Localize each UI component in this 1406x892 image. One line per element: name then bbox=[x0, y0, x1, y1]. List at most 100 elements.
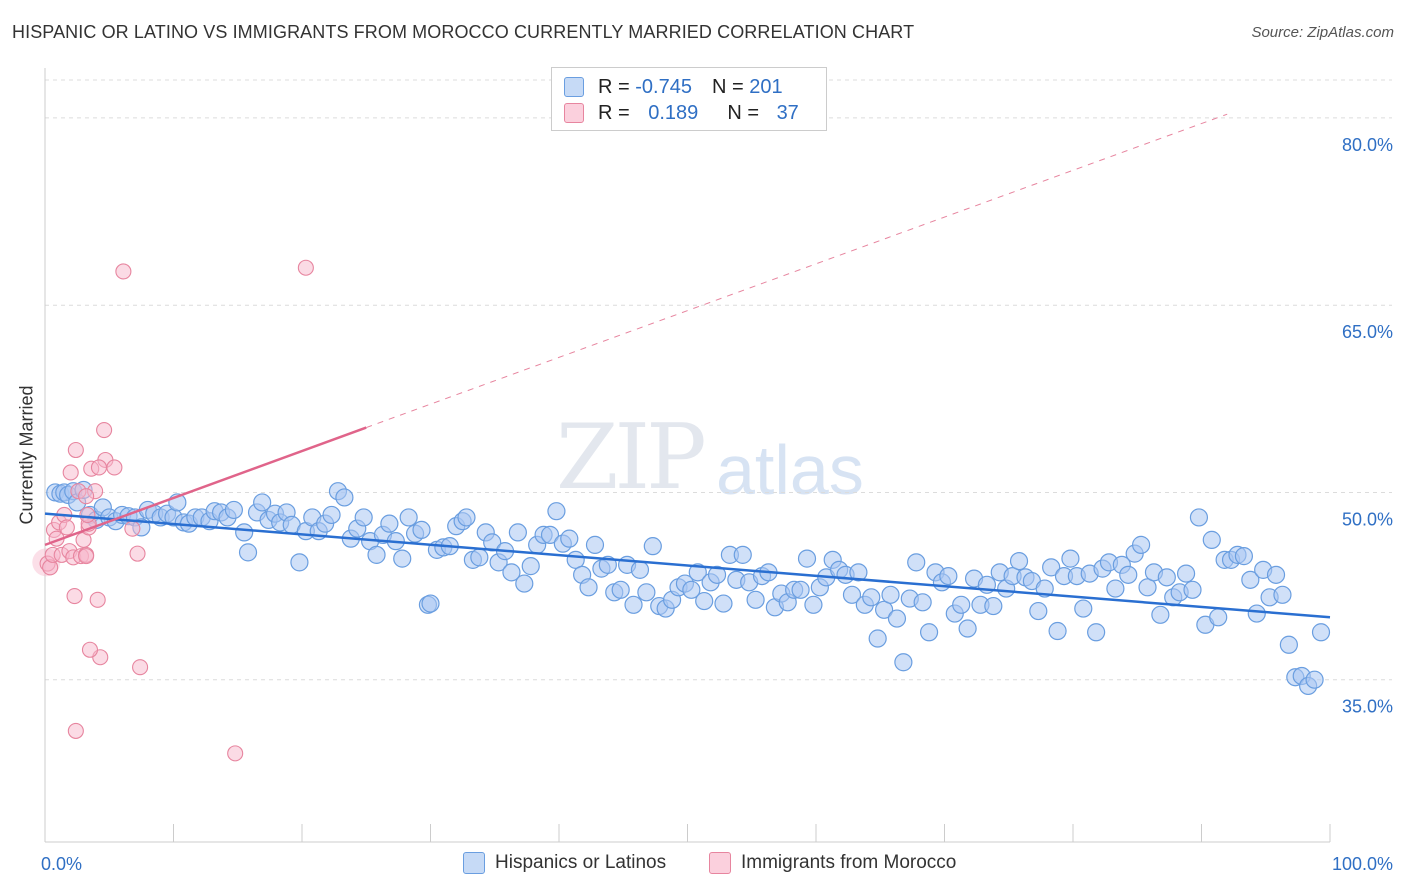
y-tick-label: 80.0% bbox=[1342, 135, 1393, 155]
data-point-hispanics bbox=[1311, 623, 1331, 642]
legend-swatch-pink bbox=[709, 852, 731, 874]
data-point-morocco bbox=[96, 421, 113, 439]
data-point-hispanics bbox=[733, 545, 752, 564]
data-point-hispanics bbox=[1183, 580, 1202, 599]
data-point-hispanics bbox=[585, 535, 605, 554]
data-point-hispanics bbox=[354, 508, 373, 527]
data-point-hispanics bbox=[868, 629, 887, 648]
data-point-hispanics bbox=[1202, 530, 1221, 549]
data-point-hispanics bbox=[1029, 601, 1048, 621]
legend-swatch-blue bbox=[564, 77, 584, 97]
data-point-hispanics bbox=[714, 594, 733, 613]
data-point-hispanics bbox=[547, 502, 566, 521]
data-point-hispanics bbox=[797, 549, 817, 568]
data-point-hispanics bbox=[875, 600, 894, 619]
data-point-morocco bbox=[90, 459, 108, 476]
data-point-morocco bbox=[78, 488, 95, 505]
data-point-hispanics bbox=[457, 508, 476, 527]
legend-n-label: N = bbox=[727, 101, 765, 124]
data-point-hispanics bbox=[1273, 585, 1292, 604]
data-point-hispanics bbox=[637, 583, 656, 602]
data-point-hispanics bbox=[1106, 579, 1125, 598]
data-point-hispanics bbox=[515, 574, 534, 593]
data-point-morocco bbox=[62, 464, 79, 481]
data-point-hispanics bbox=[1241, 570, 1260, 589]
data-point-morocco bbox=[129, 545, 146, 562]
data-point-hispanics bbox=[746, 590, 765, 609]
data-point-hispanics bbox=[1305, 670, 1324, 689]
data-point-hispanics bbox=[842, 585, 862, 604]
data-point-hispanics bbox=[235, 523, 254, 542]
data-point-morocco bbox=[132, 659, 149, 676]
tick-labels: 35.0% 50.0% 65.0% 80.0% 0.0% 100.0% bbox=[41, 135, 1393, 874]
legend-r-label: R = bbox=[598, 75, 636, 98]
data-point-morocco bbox=[58, 519, 75, 536]
data-point-hispanics bbox=[695, 591, 714, 611]
data-point-hispanics bbox=[1119, 565, 1138, 584]
watermark-atlas: atlas bbox=[716, 431, 864, 509]
data-point-hispanics bbox=[688, 563, 707, 582]
data-point-hispanics bbox=[958, 619, 977, 638]
data-point-hispanics bbox=[1132, 535, 1151, 554]
data-point-hispanics bbox=[1138, 578, 1157, 597]
data-point-hispanics bbox=[984, 596, 1003, 616]
data-point-morocco bbox=[79, 506, 96, 523]
source-credit: Source: ZipAtlas.com bbox=[1251, 24, 1394, 41]
data-point-hispanics bbox=[1048, 621, 1067, 641]
data-point-hispanics bbox=[238, 543, 258, 562]
chart-title: HISPANIC OR LATINO VS IMMIGRANTS FROM MO… bbox=[12, 22, 915, 42]
data-point-hispanics bbox=[290, 553, 309, 572]
data-point-hispanics bbox=[412, 520, 431, 540]
series-hispanics-points bbox=[46, 480, 1331, 696]
data-point-hispanics bbox=[399, 508, 418, 527]
legend-swatch-blue bbox=[463, 852, 485, 874]
legend-r-label: R = bbox=[598, 101, 636, 124]
data-point-hispanics bbox=[939, 566, 958, 586]
data-point-morocco bbox=[67, 441, 84, 459]
data-point-hispanics bbox=[611, 580, 630, 599]
data-point-hispanics bbox=[470, 548, 489, 567]
legend-item-hispanics: Hispanics or Latinos bbox=[463, 852, 666, 874]
legend-item-morocco: Immigrants from Morocco bbox=[709, 852, 956, 874]
data-point-hispanics bbox=[1009, 552, 1029, 571]
data-point-hispanics bbox=[919, 623, 939, 642]
data-point-hispanics bbox=[913, 593, 932, 612]
data-point-hispanics bbox=[624, 595, 643, 614]
data-point-hispanics bbox=[682, 580, 701, 599]
data-point-hispanics bbox=[849, 563, 868, 582]
data-point-hispanics bbox=[643, 537, 662, 556]
trend-line-morocco-extended bbox=[366, 113, 1228, 429]
data-point-hispanics bbox=[560, 529, 579, 548]
legend-label-hispanics: Hispanics or Latinos bbox=[495, 852, 667, 873]
legend-row-morocco: R = 0.189 N = 37 bbox=[564, 101, 799, 125]
data-point-morocco bbox=[89, 591, 106, 608]
correlation-legend: R = -0.745 N = 201 R = 0.189 N = 37 bbox=[551, 67, 827, 131]
legend-n-value: 37 bbox=[776, 101, 799, 124]
legend-label-morocco: Immigrants from Morocco bbox=[741, 852, 957, 873]
y-tick-label: 65.0% bbox=[1342, 322, 1393, 342]
x-tick-label: 0.0% bbox=[41, 854, 82, 874]
data-point-morocco bbox=[67, 722, 84, 739]
data-point-hispanics bbox=[907, 553, 926, 572]
legend-n-label: N = bbox=[711, 75, 750, 98]
data-point-hispanics bbox=[421, 594, 440, 613]
data-point-hispanics bbox=[1087, 623, 1106, 642]
data-point-hispanics bbox=[1061, 549, 1080, 568]
series-morocco-points bbox=[32, 259, 314, 762]
data-point-hispanics bbox=[335, 488, 354, 507]
data-point-hispanics bbox=[380, 514, 399, 533]
data-point-morocco bbox=[297, 259, 314, 276]
data-point-hispanics bbox=[1234, 547, 1254, 566]
data-point-hispanics bbox=[1151, 605, 1170, 624]
trend-line-hispanics bbox=[44, 512, 1331, 619]
data-point-morocco bbox=[124, 520, 141, 537]
data-point-hispanics bbox=[224, 500, 243, 520]
trend-lines bbox=[44, 113, 1331, 619]
data-point-hispanics bbox=[1266, 565, 1286, 584]
data-point-hispanics bbox=[1209, 608, 1228, 627]
data-point-hispanics bbox=[1042, 558, 1061, 577]
data-point-hispanics bbox=[804, 595, 823, 614]
data-point-hispanics bbox=[579, 578, 598, 597]
legend-r-value: 0.189 bbox=[648, 101, 699, 124]
